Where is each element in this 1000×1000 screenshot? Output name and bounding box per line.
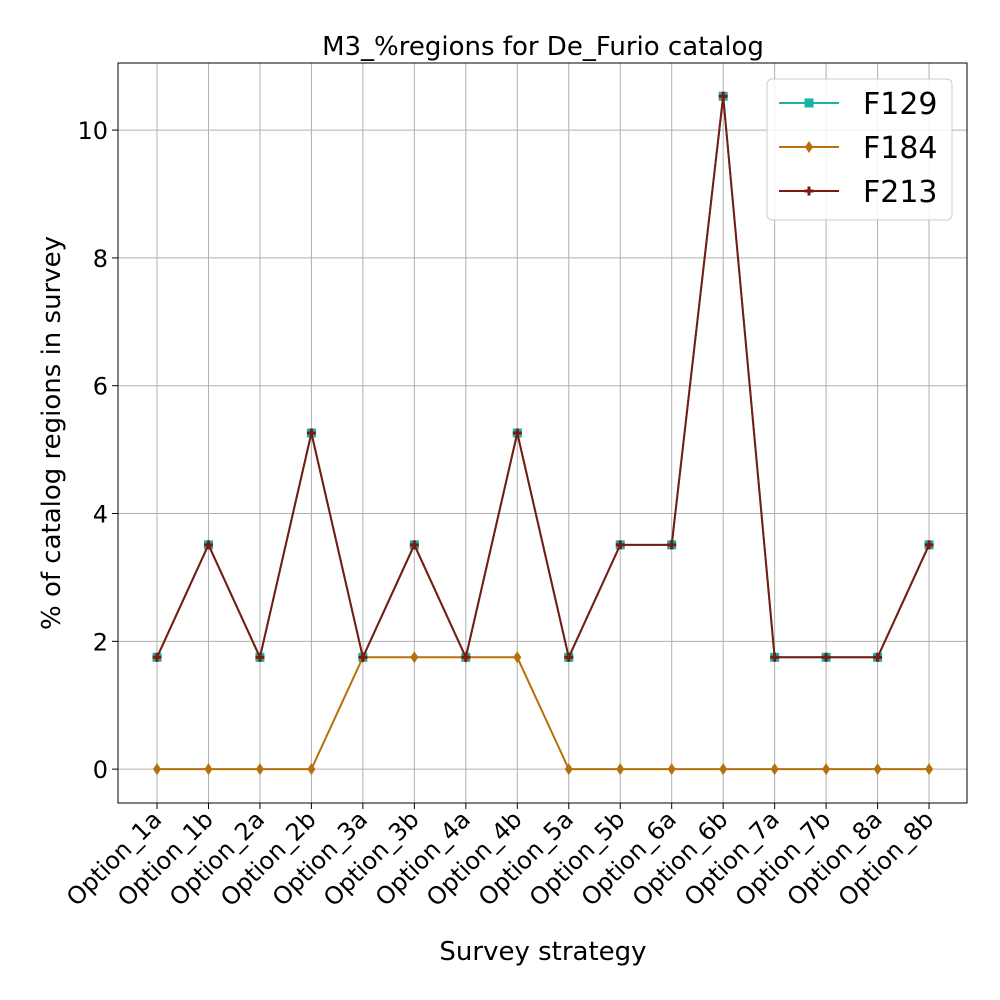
data-point [719, 763, 728, 776]
legend-label: F213 [863, 175, 938, 210]
y-tick-label: 4 [93, 501, 108, 529]
y-tick-label: 10 [77, 117, 108, 145]
data-point [616, 763, 625, 776]
y-tick-label: 8 [93, 245, 108, 273]
plot-frame [117, 62, 968, 804]
data-point [821, 652, 831, 662]
y-axis: 0 2 4 6 8 10 [77, 117, 118, 784]
data-point [409, 540, 419, 550]
series-line [157, 656, 930, 771]
data-point [873, 763, 882, 776]
data-point [770, 763, 779, 776]
data-point [358, 652, 368, 662]
data-point [667, 540, 677, 550]
data-point [255, 652, 265, 662]
series-F213 [152, 91, 934, 662]
data-point [667, 763, 676, 776]
data-point [804, 186, 814, 196]
data-point [203, 540, 213, 550]
x-axis: Option_1aOption_1bOption_2aOption_2bOpti… [61, 803, 939, 912]
data-point [770, 652, 780, 662]
data-point [805, 141, 813, 153]
y-tick-label: 6 [93, 373, 108, 401]
data-point [925, 763, 934, 776]
legend-entry: F129 [779, 87, 938, 122]
data-point [461, 652, 471, 662]
legend-label: F184 [863, 131, 938, 166]
x-axis-label: Survey strategy [439, 937, 646, 967]
y-tick-label: 0 [93, 756, 108, 784]
data-point [204, 763, 213, 776]
legend-label: F129 [863, 87, 938, 122]
data-point [924, 540, 934, 550]
y-tick-label: 2 [93, 628, 108, 656]
data-point [804, 98, 814, 108]
data-point [564, 652, 574, 662]
data-point [152, 652, 162, 662]
legend: F129 F184 F213 [766, 78, 953, 221]
legend-entry: F213 [779, 175, 938, 210]
legend-box [766, 78, 953, 221]
data-point [873, 652, 883, 662]
legend-entry: F184 [779, 131, 938, 166]
chart-title: M3_%regions for De_Furio catalog [322, 32, 764, 62]
y-axis-label: % of catalog regions in survey [37, 236, 67, 630]
data-point [513, 651, 522, 664]
data-point [410, 651, 419, 664]
series-F184 [153, 651, 934, 776]
data-point [615, 540, 625, 550]
series-layer [152, 91, 934, 776]
data-point [307, 763, 316, 776]
data-point [564, 763, 573, 776]
data-point [306, 428, 316, 438]
data-point [822, 763, 831, 776]
data-point [512, 428, 522, 438]
series-line [156, 96, 930, 661]
data-point [153, 763, 161, 776]
data-point [255, 763, 264, 776]
data-point [718, 91, 728, 101]
